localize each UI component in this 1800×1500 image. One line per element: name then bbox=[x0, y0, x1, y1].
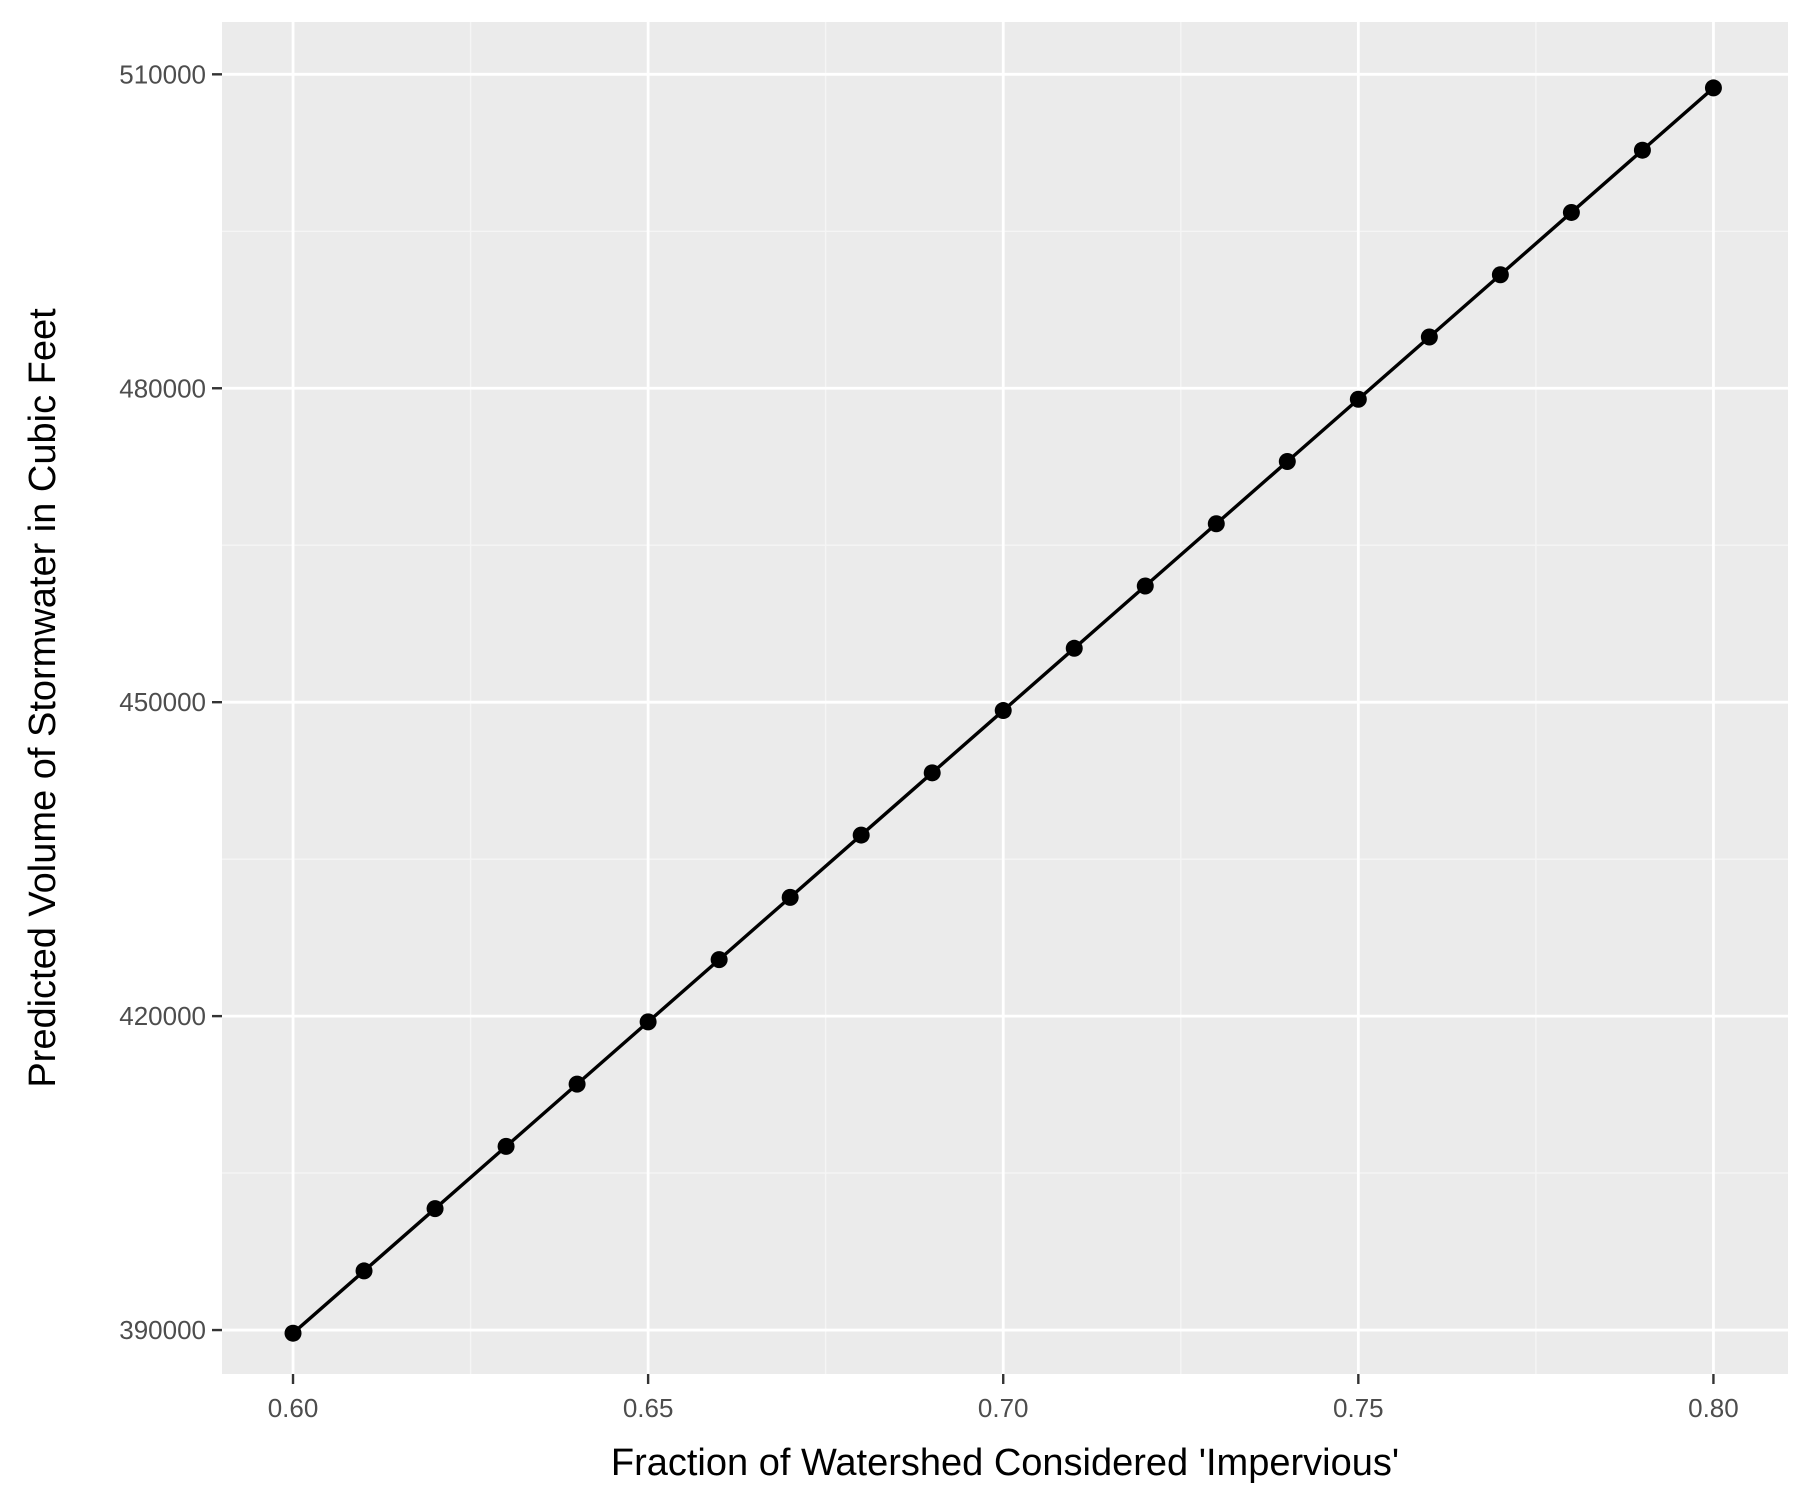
x-axis: 0.60 0.65 0.70 0.75 0.80 bbox=[268, 1374, 1739, 1423]
data-point bbox=[1491, 266, 1509, 284]
data-point bbox=[1633, 141, 1651, 159]
plot-panel bbox=[222, 22, 1788, 1374]
data-point bbox=[426, 1200, 444, 1218]
data-point bbox=[1065, 639, 1083, 657]
data-point bbox=[497, 1137, 515, 1155]
data-points bbox=[284, 79, 1722, 1342]
x-tick-label: 0.60 bbox=[268, 1393, 319, 1423]
data-point bbox=[1136, 577, 1154, 595]
x-tick-label: 0.65 bbox=[623, 1393, 674, 1423]
data-point bbox=[639, 1013, 657, 1031]
data-point bbox=[1562, 203, 1580, 221]
minor-gridlines bbox=[222, 22, 1788, 1374]
data-point bbox=[1349, 390, 1367, 408]
x-tick-label: 0.75 bbox=[1333, 1393, 1384, 1423]
data-point bbox=[355, 1262, 373, 1280]
data-point bbox=[923, 764, 941, 782]
data-point bbox=[284, 1324, 302, 1342]
data-point bbox=[568, 1075, 586, 1093]
major-gridlines bbox=[222, 22, 1788, 1374]
data-point bbox=[710, 951, 728, 969]
y-tick-label: 480000 bbox=[119, 373, 206, 403]
y-tick-label: 390000 bbox=[119, 1315, 206, 1345]
y-axis-title: Predicted Volume of Stormwater in Cubic … bbox=[22, 308, 64, 1088]
data-point bbox=[1278, 453, 1296, 471]
y-tick-label: 420000 bbox=[119, 1001, 206, 1031]
data-point bbox=[994, 702, 1012, 720]
data-point bbox=[781, 888, 799, 906]
data-point bbox=[1704, 79, 1722, 97]
x-axis-title: Fraction of Watershed Considered 'Imperv… bbox=[611, 1442, 1399, 1484]
y-tick-label: 450000 bbox=[119, 687, 206, 717]
data-point bbox=[852, 826, 870, 844]
data-point bbox=[1420, 328, 1438, 346]
y-axis: 390000 420000 450000 480000 510000 bbox=[119, 59, 222, 1345]
data-point bbox=[1207, 515, 1225, 533]
x-tick-label: 0.70 bbox=[978, 1393, 1029, 1423]
y-tick-label: 510000 bbox=[119, 59, 206, 89]
x-tick-label: 0.80 bbox=[1688, 1393, 1739, 1423]
